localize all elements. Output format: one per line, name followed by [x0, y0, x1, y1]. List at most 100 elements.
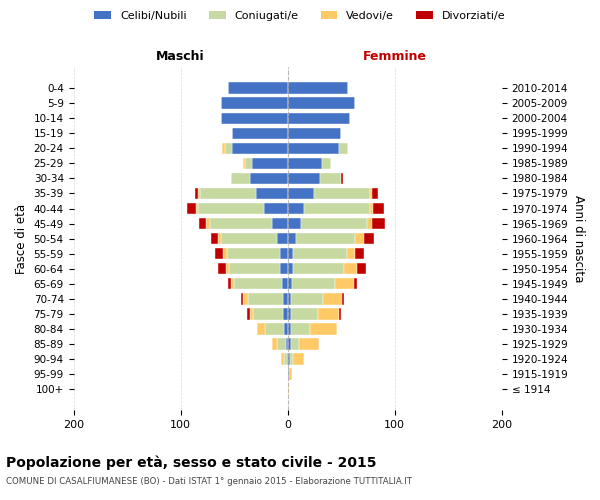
Bar — [218, 232, 221, 244]
Bar — [301, 218, 367, 230]
Bar — [265, 323, 284, 334]
Legend: Celibi/Nubili, Coniugati/e, Vedovi/e, Divorziati/e: Celibi/Nubili, Coniugati/e, Vedovi/e, Di… — [89, 6, 511, 26]
Bar — [367, 218, 372, 230]
Y-axis label: Anni di nascita: Anni di nascita — [572, 195, 585, 282]
Bar — [243, 293, 248, 304]
Bar — [314, 188, 370, 200]
Bar — [286, 338, 287, 349]
Bar — [231, 172, 250, 184]
Bar — [287, 128, 341, 140]
Text: Femmine: Femmine — [363, 50, 427, 64]
Bar — [234, 278, 283, 289]
Bar — [223, 142, 224, 154]
Bar — [194, 188, 198, 200]
Bar — [364, 232, 374, 244]
Bar — [228, 82, 287, 94]
Bar — [226, 263, 229, 274]
Bar — [281, 353, 284, 364]
Bar — [296, 232, 355, 244]
Bar — [287, 232, 296, 244]
Bar — [287, 172, 320, 184]
Bar — [227, 248, 280, 260]
Bar — [287, 112, 350, 124]
Bar — [354, 278, 357, 289]
Bar — [277, 338, 286, 349]
Bar — [287, 202, 304, 214]
Bar — [280, 248, 287, 260]
Bar — [250, 172, 287, 184]
Bar — [283, 278, 287, 289]
Bar — [322, 158, 331, 170]
Bar — [343, 293, 344, 304]
Bar — [291, 308, 317, 320]
Bar — [339, 308, 341, 320]
Bar — [245, 158, 253, 170]
Bar — [280, 263, 287, 274]
Bar — [355, 248, 364, 260]
Bar — [200, 188, 256, 200]
Bar — [287, 188, 314, 200]
Bar — [287, 293, 291, 304]
Bar — [218, 263, 226, 274]
Bar — [221, 232, 277, 244]
Bar — [284, 353, 287, 364]
Bar — [211, 232, 218, 244]
Bar — [277, 232, 287, 244]
Bar — [292, 278, 335, 289]
Bar — [310, 323, 337, 334]
Bar — [199, 218, 206, 230]
Bar — [287, 158, 322, 170]
Bar — [287, 383, 289, 394]
Bar — [289, 368, 292, 380]
Bar — [341, 172, 343, 184]
Bar — [243, 158, 245, 170]
Bar — [223, 248, 227, 260]
Bar — [215, 248, 223, 260]
Bar — [287, 278, 292, 289]
Bar — [287, 338, 291, 349]
Bar — [241, 293, 243, 304]
Bar — [196, 202, 198, 214]
Bar — [206, 218, 209, 230]
Bar — [264, 202, 287, 214]
Bar — [293, 353, 304, 364]
Text: COMUNE DI CASALFIUMANESE (BO) - Dati ISTAT 1° gennaio 2015 - Elaborazione TUTTIT: COMUNE DI CASALFIUMANESE (BO) - Dati IST… — [6, 478, 412, 486]
Text: Maschi: Maschi — [156, 50, 205, 64]
Bar — [253, 158, 287, 170]
Bar — [299, 338, 319, 349]
Bar — [357, 263, 366, 274]
Bar — [257, 323, 265, 334]
Bar — [229, 263, 280, 274]
Bar — [293, 263, 344, 274]
Bar — [247, 308, 250, 320]
Bar — [370, 188, 372, 200]
Bar — [347, 248, 355, 260]
Bar — [287, 218, 301, 230]
Bar — [248, 293, 283, 304]
Bar — [287, 82, 347, 94]
Bar — [304, 202, 370, 214]
Bar — [287, 98, 355, 109]
Bar — [287, 368, 289, 380]
Bar — [209, 218, 272, 230]
Bar — [231, 278, 234, 289]
Bar — [320, 172, 341, 184]
Bar — [323, 293, 343, 304]
Bar — [187, 202, 196, 214]
Bar — [317, 308, 339, 320]
Bar — [198, 188, 200, 200]
Bar — [272, 338, 277, 349]
Bar — [250, 308, 253, 320]
Text: Popolazione per età, sesso e stato civile - 2015: Popolazione per età, sesso e stato civil… — [6, 455, 377, 469]
Bar — [293, 248, 347, 260]
Bar — [256, 188, 287, 200]
Bar — [283, 293, 287, 304]
Bar — [291, 338, 299, 349]
Bar — [287, 323, 291, 334]
Bar — [372, 218, 385, 230]
Bar — [287, 263, 293, 274]
Bar — [372, 188, 377, 200]
Bar — [287, 248, 293, 260]
Bar — [232, 142, 287, 154]
Bar — [284, 323, 287, 334]
